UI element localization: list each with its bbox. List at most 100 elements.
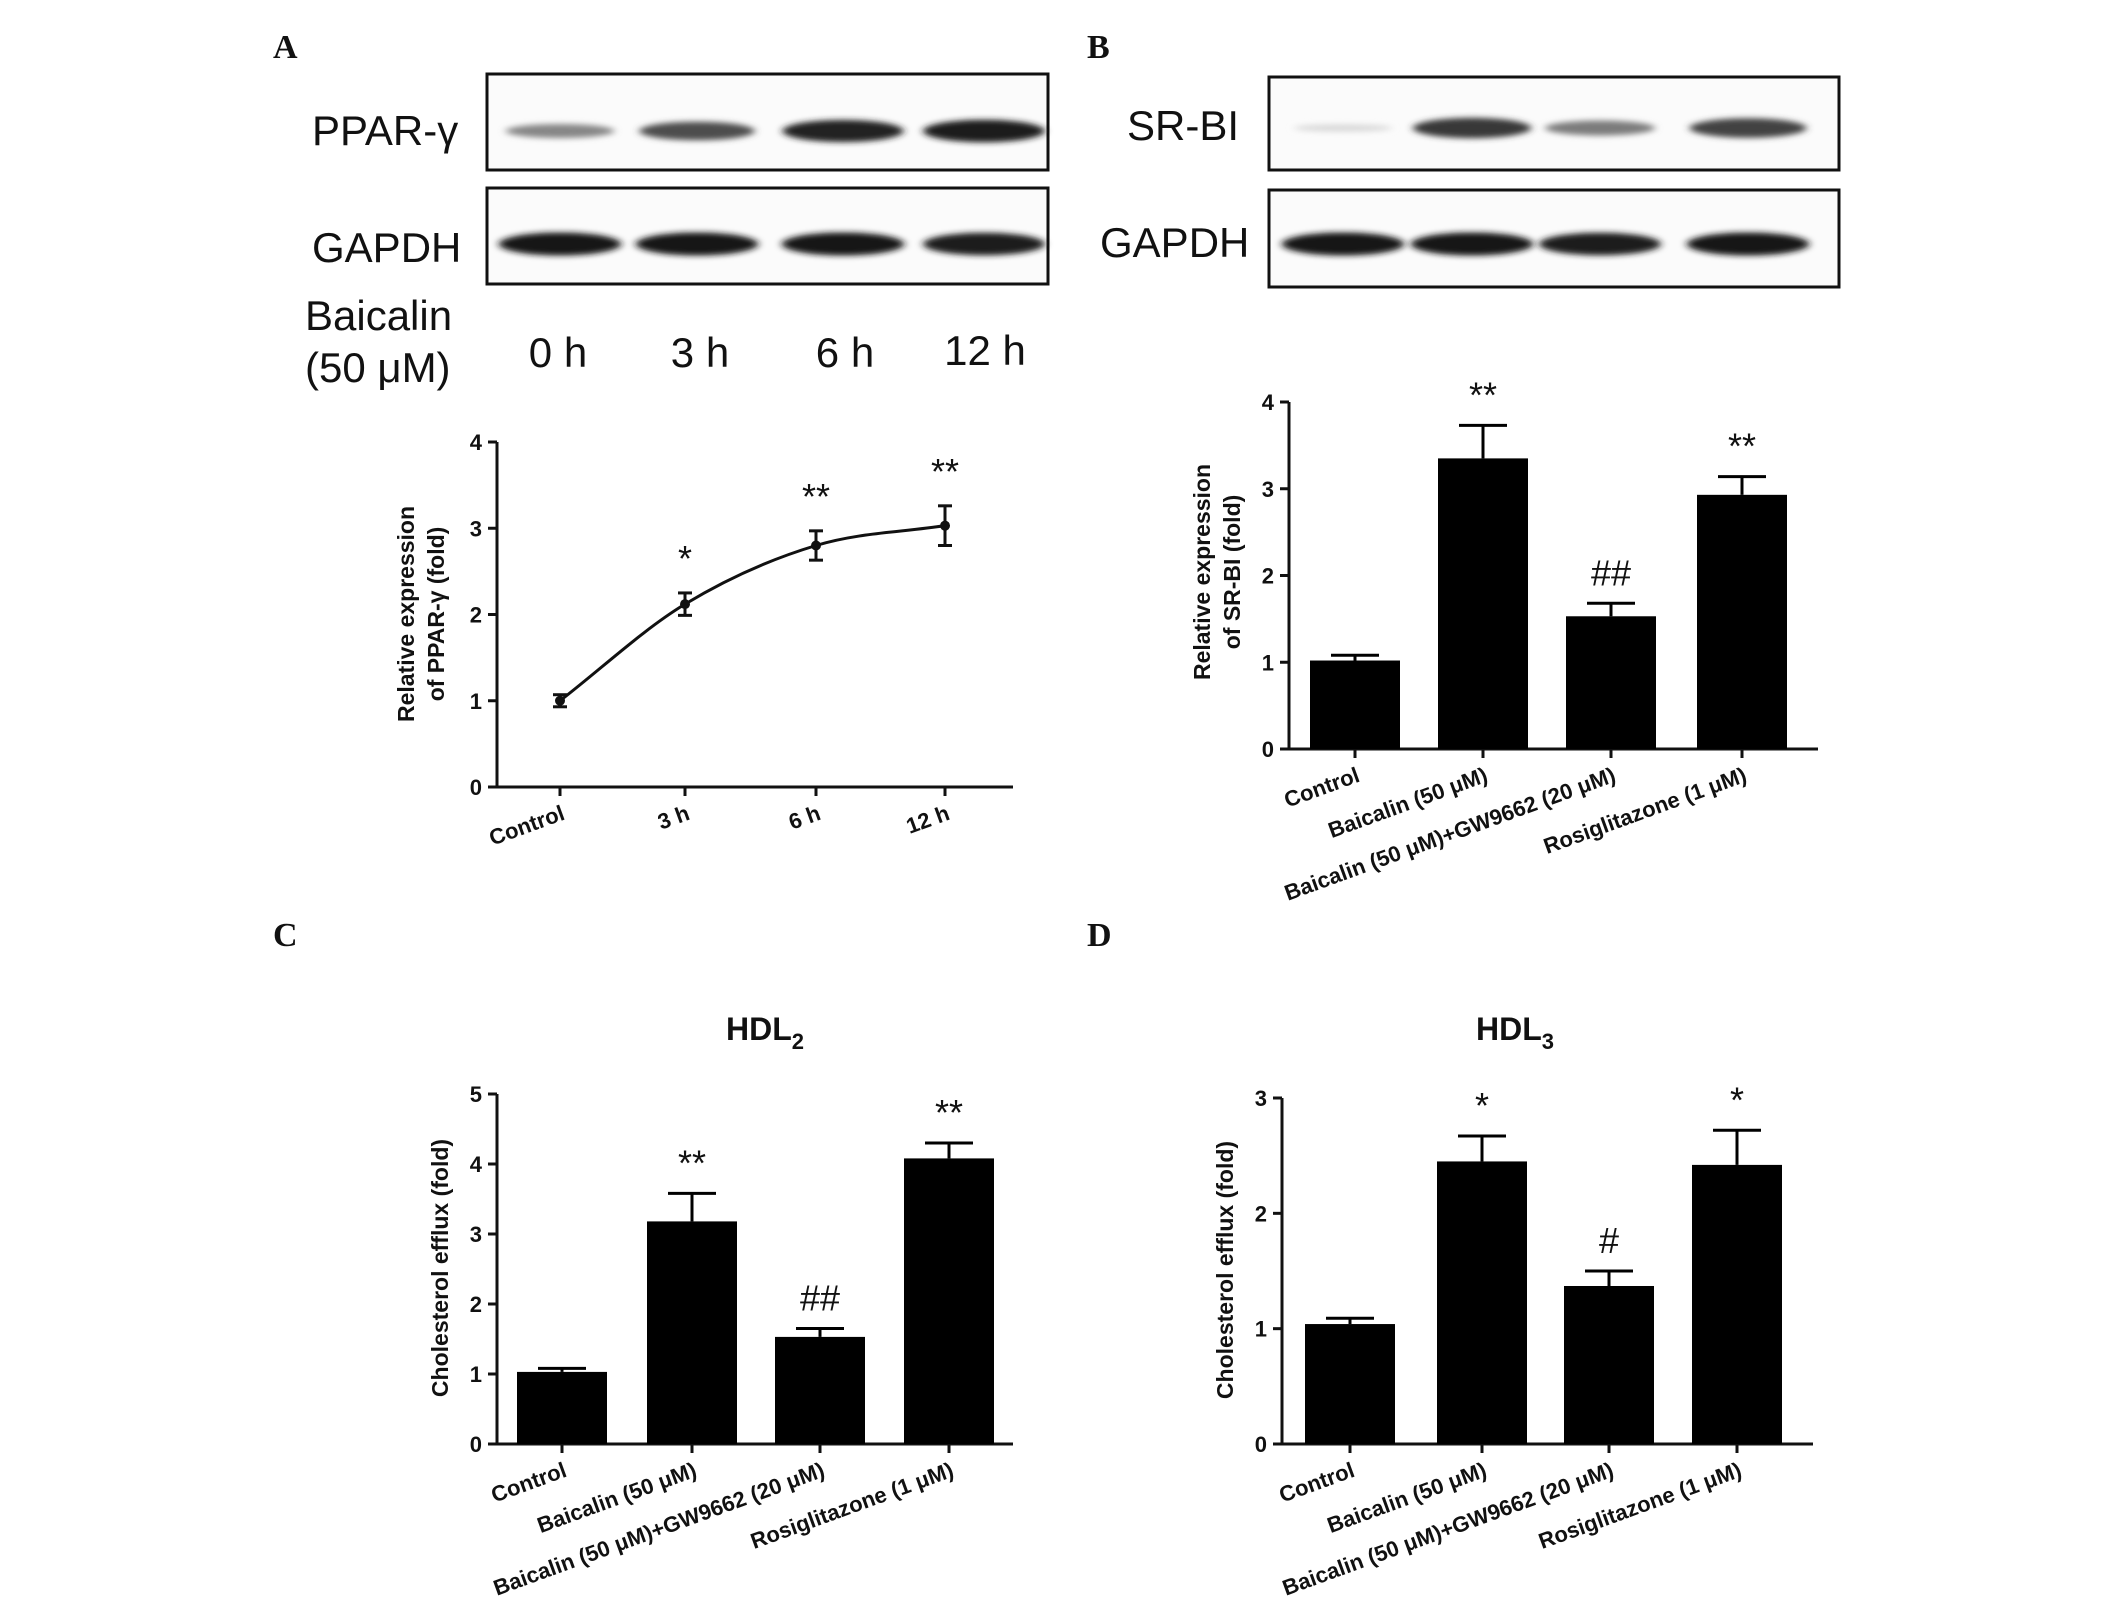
blot-a-treatment-line2: (50 μM)	[305, 344, 451, 391]
blot-a-gapdh-band-0	[498, 232, 622, 256]
chart-c-ytick-label-2: 2	[470, 1292, 482, 1317]
chart-d-significance-2: #	[1599, 1220, 1619, 1261]
chart-d-ytick-label-0: 0	[1255, 1432, 1267, 1457]
chart-c: HDL2 Cholesterol efflux (fold) 012345Con…	[427, 1011, 1013, 1601]
blot-a-ppar-band-0	[505, 123, 615, 139]
blot-a-gapdh-band-1	[635, 232, 759, 256]
chart-b-ytick-label-3: 3	[1262, 477, 1274, 502]
chart-d: HDL3 Cholesterol efflux (fold) 0 1 2 3 Contr…	[1212, 1011, 1813, 1601]
chart-a-axes	[495, 442, 1013, 789]
panel-letter-c: C	[273, 917, 298, 954]
chart-a-ytick-label-0: 0	[470, 775, 482, 800]
chart-c-significance-1: **	[678, 1142, 706, 1183]
chart-d-significance-3: *	[1730, 1079, 1744, 1120]
chart-b-significance-1: **	[1469, 374, 1497, 415]
chart-a-point-3	[940, 520, 950, 531]
chart-b-ytick-label-0: 0	[1262, 737, 1274, 762]
chart-a-point-1	[680, 599, 690, 610]
panel-letter-d: D	[1087, 917, 1112, 954]
chart-b-ylabel-line2: of SR-BI (fold)	[1219, 495, 1245, 650]
chart-b-ytick-label-1: 1	[1262, 650, 1274, 675]
chart-d-title: HDL3	[1476, 1011, 1554, 1054]
chart-d-bar-2	[1564, 1285, 1654, 1444]
chart-b-bar-0	[1310, 660, 1400, 749]
chart-d-ytick-label-1: 1	[1255, 1317, 1267, 1342]
chart-b-bar-1	[1438, 458, 1528, 749]
chart-d-ytick-label-3: 3	[1255, 1086, 1267, 1111]
chart-a-ylabel-line1: Relative expression	[393, 506, 419, 722]
chart-a-ytick-label-4: 4	[470, 430, 483, 455]
blot-a-lane-3: 12 h	[944, 327, 1026, 374]
chart-a-significance-3: **	[931, 451, 959, 492]
blot-b-gapdh-bands	[1281, 232, 1810, 256]
chart-c-ytick-label-1: 1	[470, 1362, 482, 1387]
blot-a-lane-2: 6 h	[816, 329, 874, 376]
chart-d-ytick-label-2: 2	[1255, 1201, 1267, 1226]
chart-b-bar-2	[1566, 616, 1656, 749]
panel-letter-a: A	[273, 29, 298, 66]
blot-a-lane-0: 0 h	[529, 329, 587, 376]
chart-b-category-label-0: Control	[1281, 762, 1363, 812]
chart-b-ytick-label-2: 2	[1262, 564, 1274, 589]
blot-a-gapdh-band-3	[923, 232, 1045, 256]
chart-a-category-label-2: 6 h	[785, 800, 823, 834]
chart-d-category-label-0: Control	[1276, 1457, 1358, 1507]
chart-b-ytick-label-4: 4	[1262, 390, 1275, 415]
chart-c-title-sub: 2	[792, 1029, 804, 1054]
chart-a-category-label-3: 12 h	[903, 800, 953, 839]
blot-b-srbi-band-3	[1689, 118, 1807, 138]
blot-b-srbi-band-1	[1412, 117, 1532, 139]
chart-a: Relative expression of PPAR-γ (fold) 012…	[393, 430, 1013, 850]
blot-a-lane-1: 3 h	[671, 329, 729, 376]
chart-b-significance-2: ##	[1591, 552, 1631, 593]
chart-a-point-0	[555, 695, 565, 706]
chart-a-significance-2: **	[802, 476, 830, 517]
chart-c-significance-3: **	[935, 1092, 963, 1133]
panel-letter-b: B	[1087, 29, 1110, 66]
blot-b-gapdh-band-3	[1686, 232, 1810, 256]
chart-d-bar-0	[1305, 1324, 1395, 1444]
chart-a-ylabel-line2: of PPAR-γ (fold)	[423, 527, 449, 702]
blot-a-gapdh-band-2	[781, 232, 905, 256]
chart-c-title: HDL2	[726, 1011, 804, 1054]
blot-b-srbi-band-0	[1293, 124, 1393, 132]
chart-c-bar-2	[775, 1336, 865, 1444]
chart-a-ytick-label-2: 2	[470, 603, 482, 628]
chart-c-ytick-label-0: 0	[470, 1432, 482, 1457]
chart-d-title-main: HDL	[1476, 1011, 1542, 1047]
chart-b-significance-3: **	[1728, 426, 1756, 467]
chart-a-ytick-label-3: 3	[470, 516, 482, 541]
blot-b: SR-BI GAPDH	[1100, 75, 1841, 289]
chart-b-ylabel-line1: Relative expression	[1189, 464, 1215, 680]
chart-d-bar-3	[1692, 1164, 1782, 1444]
blot-a-ppar-band-2	[782, 119, 904, 143]
chart-c-bar-1	[647, 1221, 737, 1444]
blot-b-gapdh-band-1	[1410, 232, 1534, 256]
chart-a-point-2	[811, 540, 821, 551]
chart-a-series-line	[559, 524, 946, 702]
chart-d-ylabel: Cholesterol efflux (fold)	[1212, 1141, 1238, 1399]
blot-a-label-ppar: PPAR-γ	[312, 107, 458, 154]
chart-b-bar-3	[1697, 494, 1787, 749]
blot-a-ppar-band-3	[923, 119, 1045, 143]
blot-a: PPAR-γ GAPDH Baicalin (50 μM) 0 h 3 h 6 …	[305, 72, 1050, 391]
chart-a-ytick-label-1: 1	[470, 689, 482, 714]
blot-b-srbi-band-2	[1545, 120, 1655, 136]
chart-d-bar-1	[1437, 1161, 1527, 1444]
blot-a-ppar-bands	[505, 119, 1045, 143]
chart-a-category-label-0: Control	[486, 800, 568, 850]
blot-a-ppar-band-1	[639, 121, 755, 141]
chart-c-ytick-label-4: 4	[470, 1152, 483, 1177]
chart-c-category-label-0: Control	[488, 1457, 570, 1507]
blot-b-gapdh-band-0	[1281, 232, 1405, 256]
chart-c-bar-3	[904, 1158, 994, 1444]
chart-c-significance-2: ##	[800, 1278, 840, 1319]
chart-c-ytick-label-3: 3	[470, 1222, 482, 1247]
chart-c-bar-0	[517, 1371, 607, 1444]
chart-c-title-main: HDL	[726, 1011, 792, 1047]
blot-b-label-srbi: SR-BI	[1127, 102, 1239, 149]
chart-c-ytick-label-5: 5	[470, 1082, 482, 1107]
